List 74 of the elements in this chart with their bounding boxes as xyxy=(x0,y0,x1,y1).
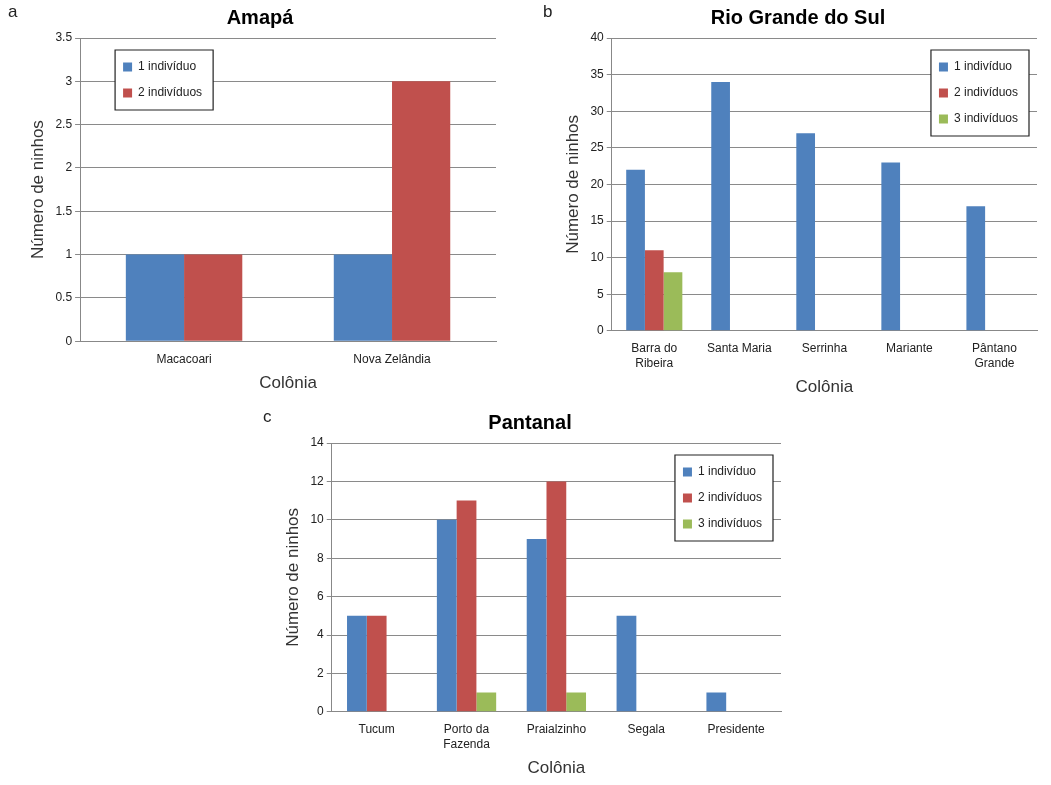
y-tick-label: 2 xyxy=(317,665,325,680)
chart-title: Amapá xyxy=(226,5,295,28)
y-tick-label: 6 xyxy=(317,588,325,603)
y-tick-label: 30 xyxy=(590,103,605,118)
y-tick-label: 12 xyxy=(310,473,325,488)
y-tick-label: 25 xyxy=(590,140,605,155)
y-tick-label: 0 xyxy=(597,323,605,338)
chart-title: Pantanal xyxy=(488,410,572,433)
y-tick-label: 10 xyxy=(590,249,605,264)
y-tick-label: 8 xyxy=(317,550,325,565)
y-tick-label: 1 xyxy=(65,246,73,261)
bar xyxy=(456,500,477,712)
x-axis-title: Colônia xyxy=(527,758,586,778)
text: c xyxy=(263,407,272,427)
y-tick-label: 3.5 xyxy=(55,30,73,45)
legend-label: 2 indivíduos xyxy=(138,85,203,100)
x-tick-label: Mariante xyxy=(886,341,934,356)
y-axis-title: Número de ninhos xyxy=(27,120,47,260)
y-tick-label: 5 xyxy=(597,286,605,301)
y-tick-label: 3 xyxy=(65,73,73,88)
legend-label: 2 indivíduos xyxy=(953,85,1018,100)
bar xyxy=(711,81,730,331)
legend-label: 3 indivíduos xyxy=(953,111,1018,126)
bar xyxy=(796,133,816,331)
bar xyxy=(347,615,367,712)
y-tick-label: 10 xyxy=(310,512,325,527)
x-tick-label: Pântano Grande xyxy=(972,341,1018,370)
y-tick-label: 0.5 xyxy=(55,290,73,305)
x-tick-label: Barra do Ribeira xyxy=(631,341,678,370)
y-tick-label: 0 xyxy=(317,704,325,719)
bar xyxy=(436,519,457,712)
bar xyxy=(663,272,683,331)
bar xyxy=(476,692,497,712)
x-tick-label: Santa Maria xyxy=(706,341,772,356)
x-tick-label: Praialzinho xyxy=(526,722,587,737)
x-axis-title: Colônia xyxy=(795,377,854,397)
x-tick-label: Tucum xyxy=(358,722,395,737)
y-tick-label: 35 xyxy=(590,66,605,81)
text: a xyxy=(8,2,18,22)
bar xyxy=(616,615,637,712)
legend-label: 1 indivíduo xyxy=(697,464,757,479)
y-tick-label: 0 xyxy=(65,333,73,348)
y-tick-label: 4 xyxy=(317,627,325,642)
x-tick-label: Serrinha xyxy=(801,341,848,356)
bar xyxy=(546,481,567,712)
legend-label: 1 indivíduo xyxy=(953,59,1013,74)
y-tick-label: 2.5 xyxy=(55,116,73,131)
legend-label: 1 indivíduo xyxy=(138,59,197,74)
y-tick-label: 40 xyxy=(590,30,605,45)
bar xyxy=(366,615,387,712)
y-tick-label: 14 xyxy=(310,435,325,450)
bar xyxy=(644,250,664,331)
y-tick-label: 1.5 xyxy=(55,203,73,218)
chart-title: Rio Grande do Sul xyxy=(710,5,886,28)
y-tick-label: 2 xyxy=(65,160,73,175)
x-tick-label: Macacoari xyxy=(156,351,212,366)
y-axis-title: Número de ninhos xyxy=(562,114,582,254)
y-tick-label: 15 xyxy=(590,213,605,228)
text: b xyxy=(543,2,553,22)
bar xyxy=(966,206,986,331)
bar xyxy=(706,692,727,712)
bar xyxy=(881,162,901,331)
y-axis-title: Número de ninhos xyxy=(282,507,302,647)
x-tick-label: Porto da Fazenda xyxy=(443,722,491,751)
x-tick-label: Nova Zelândia xyxy=(353,351,432,366)
bar xyxy=(566,692,587,712)
y-tick-label: 20 xyxy=(590,176,605,191)
x-tick-label: Segala xyxy=(627,722,666,737)
x-tick-label: Presidente xyxy=(707,722,766,737)
x-axis-title: Colônia xyxy=(259,373,318,393)
legend-label: 2 indivíduos xyxy=(697,490,762,505)
bar xyxy=(626,169,645,331)
bar xyxy=(526,539,547,712)
legend-label: 3 indivíduos xyxy=(697,516,762,531)
